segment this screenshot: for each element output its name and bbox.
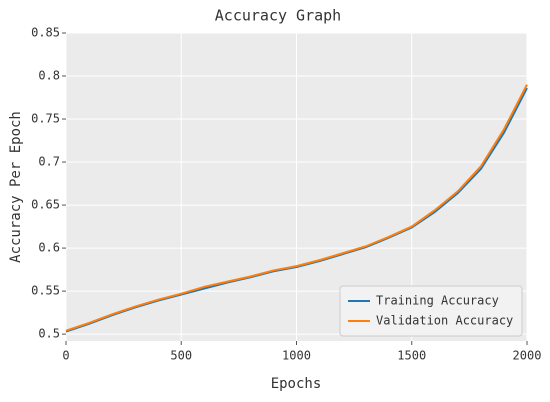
- chart-title: Accuracy Graph: [215, 7, 341, 25]
- y-tick-label: 0.6: [38, 241, 60, 255]
- y-axis-label: Accuracy Per Epoch: [8, 111, 24, 263]
- x-tick-label: 2000: [513, 349, 542, 363]
- legend-label: Training Accuracy: [376, 294, 499, 308]
- y-tick-label: 0.85: [31, 26, 60, 40]
- x-tick-label: 1500: [397, 349, 426, 363]
- x-tick-label: 500: [170, 349, 192, 363]
- x-axis-label: Epochs: [271, 376, 322, 392]
- y-tick-label: 0.8: [38, 69, 60, 83]
- y-tick-label: 0.65: [31, 198, 60, 212]
- x-tick-label: 0: [62, 349, 69, 363]
- y-tick-label: 0.7: [38, 155, 60, 169]
- x-tick-label: 1000: [282, 349, 311, 363]
- y-tick-label: 0.55: [31, 284, 60, 298]
- y-tick-label: 0.5: [38, 327, 60, 341]
- line: [65, 84, 528, 332]
- y-tick-label: 0.75: [31, 112, 60, 126]
- legend-box: [339, 285, 523, 337]
- legend-label: Validation Accuracy: [376, 314, 513, 328]
